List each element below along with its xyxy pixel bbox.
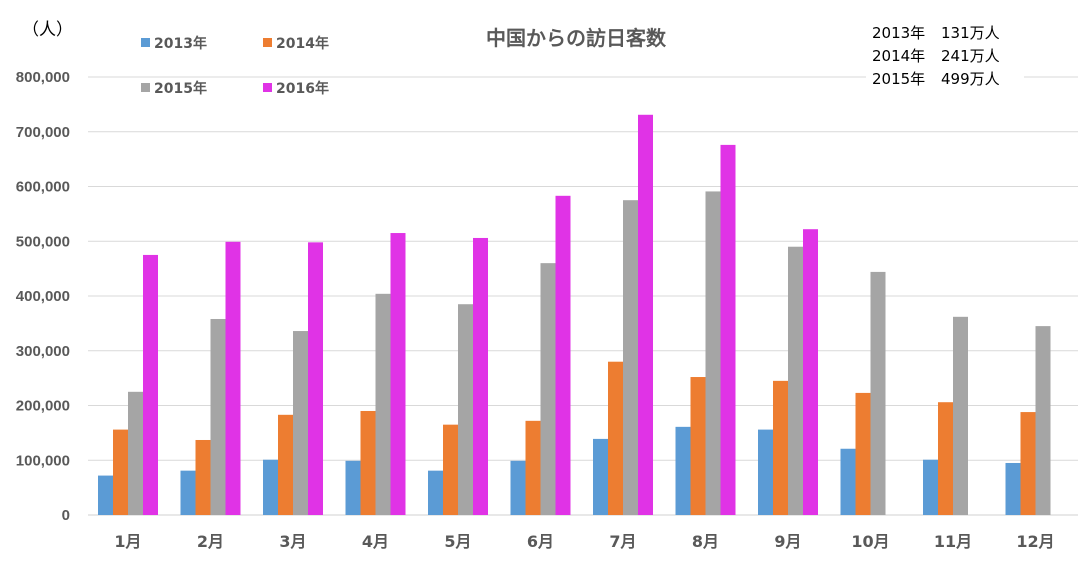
bar-2015年-7月 xyxy=(623,200,638,515)
y-axis-ticks: 0 100,000 200,000 300,000 400,000 500,000 600,… xyxy=(16,69,70,524)
bar-2013年-5月 xyxy=(428,470,443,515)
x-tick-label: 3月 xyxy=(279,532,306,551)
x-tick-label: 11月 xyxy=(934,532,972,551)
annotation-box: 2013年 131万人 2014年 241万人 2015年 499万人 xyxy=(866,12,1024,96)
annotation-year: 2013年 xyxy=(872,24,925,42)
gridlines xyxy=(88,76,1078,516)
bar-2014年-8月 xyxy=(690,377,706,515)
legend-label: 2015年 xyxy=(154,80,207,97)
bar-2015年-1月 xyxy=(128,391,143,515)
bar-2013年-2月 xyxy=(180,470,196,515)
annotation-year: 2015年 xyxy=(872,70,925,88)
y-tick-label: 300,000 xyxy=(16,343,70,360)
x-tick-label: 10月 xyxy=(851,532,889,551)
legend-swatch xyxy=(263,83,272,92)
legend-swatch xyxy=(263,38,272,47)
legend-label: 2016年 xyxy=(276,80,329,97)
bar-2015年-3月 xyxy=(293,331,308,515)
bar-2014年-5月 xyxy=(443,424,458,515)
bar-2014年-6月 xyxy=(525,420,541,515)
bar-2014年-7月 xyxy=(608,361,623,515)
x-tick-label: 12月 xyxy=(1016,532,1054,551)
bar-2014年-12月 xyxy=(1020,412,1036,515)
bar-2014年-3月 xyxy=(278,414,293,515)
bar-2013年-9月 xyxy=(758,429,773,515)
bar-2014年-4月 xyxy=(360,410,376,515)
bar-2015年-12月 xyxy=(1035,326,1051,515)
y-tick-label: 200,000 xyxy=(16,398,70,415)
x-tick-label: 7月 xyxy=(609,532,636,551)
x-tick-label: 9月 xyxy=(774,532,801,551)
legend: 2013年 2014年 2015年 2016年 xyxy=(141,35,329,97)
legend-label: 2013年 xyxy=(154,35,207,52)
bar-2013年-6月 xyxy=(510,460,526,515)
legend-swatch xyxy=(141,38,150,47)
bar-2015年-9月 xyxy=(788,246,803,515)
bar-2013年-8月 xyxy=(675,426,691,515)
y-tick-label: 100,000 xyxy=(16,452,70,469)
bar-2015年-4月 xyxy=(375,293,391,515)
bar-2014年-11月 xyxy=(938,402,953,515)
annotation-value: 241万人 xyxy=(941,47,1000,65)
bar-2013年-12月 xyxy=(1005,462,1021,515)
bar-2015年-6月 xyxy=(540,263,556,515)
bar-2016年-8月 xyxy=(720,144,736,515)
y-tick-label: 0 xyxy=(62,507,70,524)
legend-label: 2014年 xyxy=(276,35,329,52)
bar-2016年-5月 xyxy=(473,237,488,515)
x-tick-label: 6月 xyxy=(527,532,554,551)
y-tick-label: 500,000 xyxy=(16,233,70,250)
y-tick-label: 400,000 xyxy=(16,288,70,305)
annotation-value: 131万人 xyxy=(941,24,1000,42)
bar-2016年-2月 xyxy=(225,241,241,516)
bar-2013年-1月 xyxy=(98,475,113,515)
bar-2013年-10月 xyxy=(840,448,856,515)
bar-2016年-4月 xyxy=(390,233,406,515)
bar-2016年-9月 xyxy=(803,229,818,515)
x-tick-label: 1月 xyxy=(114,532,141,551)
bar-2013年-7月 xyxy=(593,438,608,515)
bar-2015年-5月 xyxy=(458,304,473,515)
y-tick-label: 600,000 xyxy=(16,179,70,196)
bar-2014年-1月 xyxy=(113,429,128,515)
legend-swatch xyxy=(141,83,150,92)
bar-2014年-10月 xyxy=(855,392,871,515)
y-unit-label: （人） xyxy=(22,20,73,40)
bar-2015年-8月 xyxy=(705,191,721,516)
x-tick-label: 2月 xyxy=(197,532,224,551)
bar-2015年-10月 xyxy=(870,271,886,515)
y-tick-label: 700,000 xyxy=(16,124,70,141)
x-axis-ticks: 1月 2月 3月 4月 5月 6月 7月 8月 9月 10月 11月 12月 xyxy=(114,532,1054,551)
annotation-value: 499万人 xyxy=(941,70,1000,88)
bar-2014年-9月 xyxy=(773,380,788,515)
bar-groups xyxy=(98,114,1051,516)
bar-2015年-11月 xyxy=(953,316,968,515)
x-tick-label: 5月 xyxy=(444,532,471,551)
bar-2013年-11月 xyxy=(923,459,938,515)
y-tick-label: 800,000 xyxy=(16,69,70,86)
bar-2015年-2月 xyxy=(210,318,226,515)
bar-2016年-7月 xyxy=(638,114,653,515)
x-tick-label: 8月 xyxy=(692,532,719,551)
bar-2014年-2月 xyxy=(195,439,211,515)
bar-2013年-3月 xyxy=(263,459,278,515)
x-tick-label: 4月 xyxy=(362,532,389,551)
chart-title: 中国からの訪日客数 xyxy=(486,26,667,50)
bar-2016年-1月 xyxy=(143,254,158,515)
annotation-background xyxy=(866,12,1024,96)
bar-2016年-6月 xyxy=(555,195,571,515)
bar-2016年-3月 xyxy=(308,242,323,515)
bar-2013年-4月 xyxy=(345,460,361,515)
annotation-year: 2014年 xyxy=(872,47,925,65)
